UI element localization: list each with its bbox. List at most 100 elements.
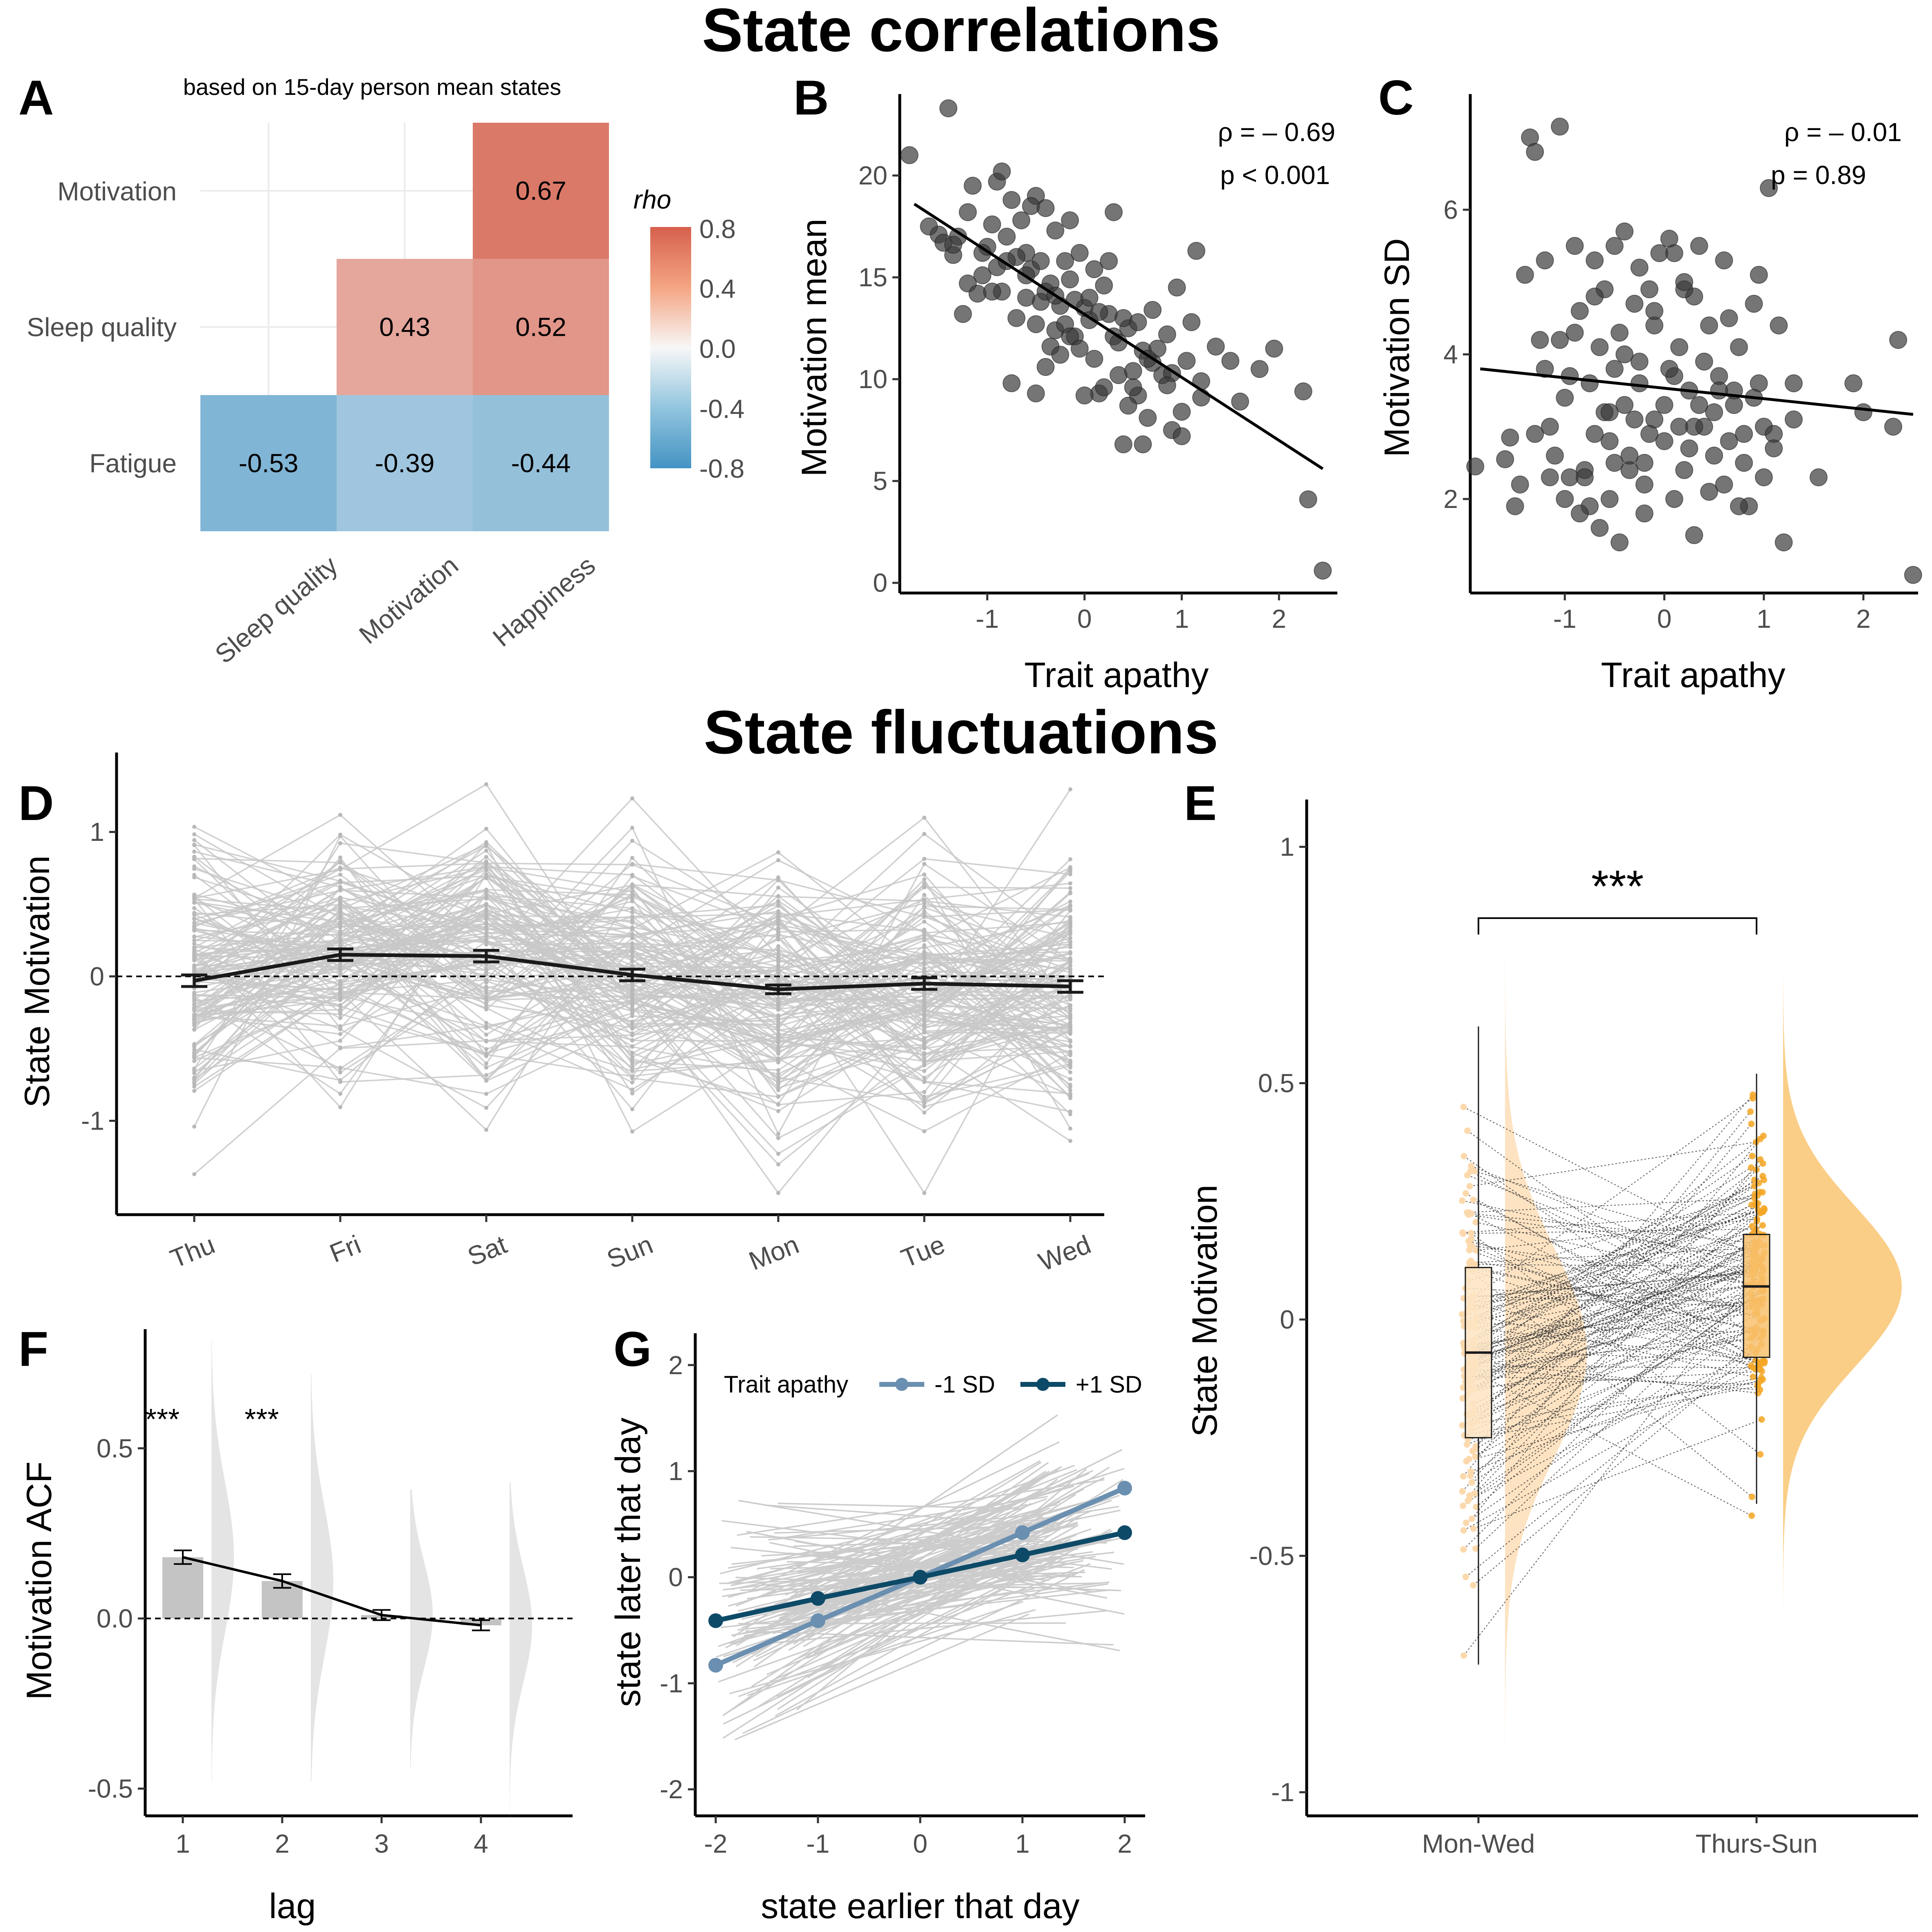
- scatter-point: [1134, 435, 1152, 454]
- individual-point: [484, 995, 488, 1000]
- individual-point: [338, 896, 342, 901]
- scatter-point: [1031, 252, 1050, 270]
- individual-point: [484, 939, 488, 944]
- scatter-point: [1844, 374, 1862, 393]
- individual-point: [1068, 932, 1072, 936]
- paired-line: [1472, 1205, 1757, 1369]
- legend-g-title: Trait apathy: [724, 1371, 848, 1398]
- individual-point: [484, 977, 488, 982]
- individual-point: [776, 1049, 780, 1054]
- heatmap-cell-value: -0.44: [511, 449, 571, 478]
- scatter-point: [1124, 378, 1142, 397]
- individual-point: [922, 957, 926, 961]
- paired-line: [1474, 1289, 1764, 1494]
- scatter-point: [1665, 490, 1683, 508]
- y-tick-label: -0.5: [88, 1774, 133, 1803]
- rain-point: [1462, 1519, 1469, 1526]
- scatter-point: [1889, 331, 1907, 349]
- x-tick-label: 3: [374, 1829, 389, 1858]
- individual-point: [484, 1024, 488, 1029]
- acf-density: [311, 1373, 333, 1782]
- scatter-point: [1700, 483, 1718, 501]
- individual-point: [1068, 1109, 1072, 1114]
- paired-line: [1476, 1258, 1763, 1359]
- individual-point: [630, 1129, 634, 1134]
- scatter-point: [1002, 374, 1021, 393]
- paired-line: [1465, 1334, 1764, 1577]
- individual-point: [1068, 1009, 1072, 1013]
- individual-point: [776, 1075, 780, 1080]
- paired-line: [1475, 1233, 1760, 1457]
- scatter-point: [1536, 251, 1554, 270]
- scatter-point: [1735, 454, 1753, 472]
- scatter-point: [954, 305, 972, 323]
- individual-line: [747, 1601, 1024, 1696]
- individual-line: [736, 1461, 1042, 1647]
- individual-point: [922, 1052, 926, 1057]
- paired-line: [1470, 1262, 1757, 1476]
- individual-point: [1068, 886, 1072, 890]
- individual-point: [776, 1056, 780, 1061]
- individual-point: [484, 1078, 488, 1083]
- paired-line: [1469, 1208, 1764, 1308]
- individual-point: [922, 953, 926, 958]
- legend-colorbar: [650, 227, 691, 468]
- rain-point: [1466, 1183, 1473, 1190]
- scatter-point: [1294, 382, 1312, 401]
- paired-line: [1466, 1242, 1755, 1415]
- rain-point: [1473, 1503, 1480, 1510]
- individual-point: [630, 1087, 634, 1092]
- individual-point: [922, 919, 926, 924]
- scatter-point: [1690, 396, 1708, 414]
- paired-line: [1467, 1330, 1752, 1445]
- individual-point: [776, 935, 780, 940]
- individual-point: [338, 1003, 342, 1007]
- paired-line: [1474, 1170, 1755, 1253]
- individual-point: [630, 1091, 634, 1096]
- rain-point: [1466, 1492, 1473, 1499]
- individual-point: [1068, 925, 1072, 929]
- scatter-point: [1735, 425, 1753, 443]
- rain-point: [1472, 1219, 1479, 1226]
- individual-point: [1068, 1070, 1072, 1074]
- individual-point: [192, 950, 196, 955]
- scatter-point: [1625, 294, 1644, 313]
- y-tick-label: 0: [90, 962, 104, 991]
- scatter-point: [1581, 374, 1599, 393]
- paired-line: [1473, 1344, 1762, 1586]
- paired-line: [1467, 1304, 1762, 1379]
- x-tick-label: 2: [1272, 604, 1287, 634]
- individual-line: [812, 1467, 1060, 1606]
- heatmap-cell-value: 0.43: [379, 312, 430, 342]
- acf-density: [211, 1339, 234, 1782]
- rain-point: [1462, 1190, 1469, 1197]
- individual-point: [484, 1061, 488, 1066]
- x-tick-label: -1: [976, 604, 999, 634]
- scatter-point: [1036, 199, 1055, 217]
- individual-point: [776, 968, 780, 972]
- individual-point: [922, 857, 926, 861]
- individual-point: [484, 968, 488, 973]
- paired-line: [1471, 1269, 1761, 1369]
- individual-point: [630, 958, 634, 963]
- individual-point: [922, 901, 926, 905]
- scatter-point: [1250, 360, 1269, 378]
- rain-point: [1749, 1152, 1756, 1159]
- individual-point: [776, 850, 780, 855]
- scatter-point: [1670, 338, 1688, 356]
- scatter-point: [1680, 439, 1698, 458]
- heatmap-col-label: Motivation: [353, 550, 464, 650]
- individual-point: [192, 1079, 196, 1084]
- heatmap-cell: [337, 259, 473, 395]
- individual-point: [922, 972, 926, 976]
- scatter-point: [1600, 490, 1619, 508]
- panel-label-f: F: [18, 1322, 48, 1377]
- individual-point: [484, 1039, 488, 1044]
- scatter-b-rho: ρ = – 0.69: [1218, 117, 1335, 147]
- scatter-point: [1046, 221, 1065, 240]
- individual-point: [192, 1124, 196, 1129]
- scatter-point: [1611, 323, 1629, 342]
- individual-point: [1068, 899, 1072, 904]
- individual-point: [776, 1081, 780, 1085]
- individual-point: [776, 944, 780, 948]
